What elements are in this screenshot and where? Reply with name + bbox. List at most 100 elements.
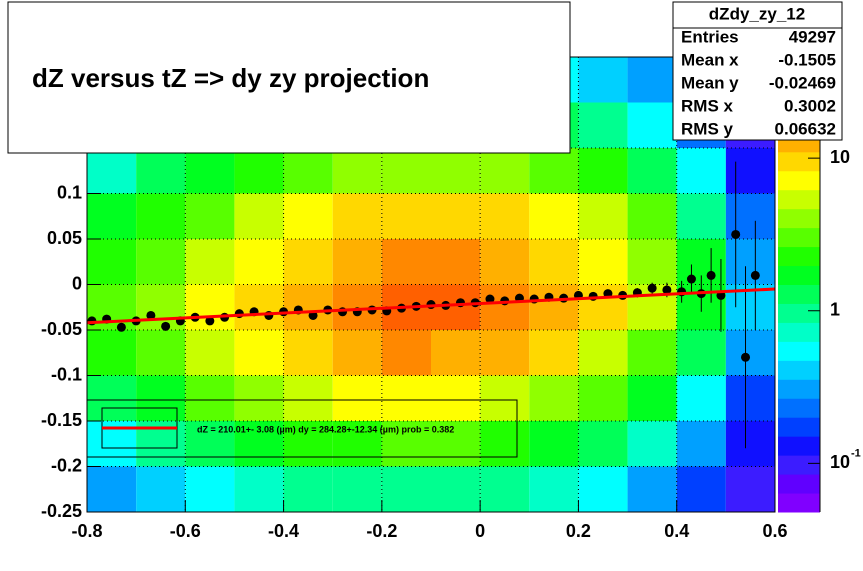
chart-title: dZ versus tZ => dy zy projection bbox=[32, 63, 429, 93]
heatmap-cell bbox=[136, 193, 186, 239]
colorbar-band bbox=[778, 436, 820, 456]
heatmap-cell bbox=[431, 239, 481, 285]
x-tick-label: 0.2 bbox=[566, 521, 591, 541]
heatmap-cell bbox=[627, 193, 677, 239]
heatmap-cell bbox=[381, 148, 431, 194]
y-tick-label: -0.15 bbox=[41, 410, 82, 430]
heatmap-cell bbox=[185, 148, 235, 194]
colorbar-band bbox=[778, 151, 820, 172]
heatmap-cell bbox=[578, 57, 628, 103]
profile-point bbox=[485, 294, 495, 304]
heatmap-cell bbox=[480, 193, 530, 239]
heatmap-cell bbox=[381, 375, 431, 421]
heatmap-cell bbox=[725, 330, 775, 376]
heatmap-cell bbox=[578, 284, 628, 330]
heatmap-cell bbox=[676, 193, 726, 239]
heatmap-cell bbox=[578, 466, 628, 512]
y-tick-label: -0.25 bbox=[41, 501, 82, 521]
x-tick-label: 0 bbox=[475, 521, 485, 541]
colorbar-band bbox=[778, 284, 820, 304]
heatmap-cell bbox=[87, 466, 137, 512]
heatmap-cell bbox=[381, 466, 431, 512]
heatmap-cell bbox=[725, 375, 775, 421]
title-box bbox=[7, 1, 571, 154]
heatmap-cell bbox=[578, 375, 628, 421]
heatmap-cell bbox=[234, 421, 284, 467]
heatmap-cell bbox=[480, 421, 530, 467]
legend-label: dZ = 210.01+- 3.08 (µm) dy = 284.28+-12.… bbox=[197, 424, 454, 434]
heatmap-cell bbox=[185, 239, 235, 285]
profile-point bbox=[750, 270, 760, 280]
fit-line bbox=[86, 287, 776, 325]
heatmap-cell bbox=[627, 148, 677, 194]
heatmap-cell bbox=[578, 239, 628, 285]
heatmap-cell bbox=[332, 239, 382, 285]
heatmap-cell bbox=[529, 239, 579, 285]
colorbar-band bbox=[778, 398, 820, 418]
colorbar-band bbox=[778, 265, 820, 285]
profile-point bbox=[662, 285, 672, 295]
colorbar-band bbox=[778, 455, 820, 475]
heatmap-cell bbox=[676, 375, 726, 421]
colorbar-band bbox=[778, 322, 820, 342]
heatmap-cell bbox=[725, 148, 775, 194]
heatmap-cell bbox=[381, 330, 431, 376]
colorbar-band bbox=[778, 474, 820, 494]
profile-point bbox=[686, 274, 696, 284]
heatmap-cell bbox=[676, 330, 726, 376]
stats-value: 0.06632 bbox=[775, 119, 836, 138]
heatmap-cell bbox=[578, 330, 628, 376]
heatmap-cell bbox=[185, 330, 235, 376]
heatmap-cell bbox=[725, 466, 775, 512]
heatmap-cell bbox=[627, 102, 677, 148]
profile-point bbox=[706, 270, 716, 280]
heatmap-cell bbox=[283, 375, 333, 421]
heatmap-cell bbox=[627, 375, 677, 421]
profile-point bbox=[647, 283, 657, 293]
profile-point bbox=[741, 352, 751, 362]
heatmap-cell bbox=[185, 421, 235, 467]
stats-value: 0.3002 bbox=[784, 96, 836, 115]
heatmap-cell bbox=[136, 239, 186, 285]
heatmap-cell bbox=[87, 239, 137, 285]
heatmap-cell bbox=[431, 466, 481, 512]
stats-box bbox=[672, 1, 843, 141]
heatmap-cell bbox=[431, 193, 481, 239]
heatmap-cell bbox=[627, 330, 677, 376]
heatmap-cell bbox=[234, 148, 284, 194]
colorbar-band bbox=[778, 360, 820, 380]
profile-point bbox=[205, 316, 215, 326]
heatmap-cell bbox=[332, 193, 382, 239]
heatmap-cell bbox=[480, 148, 530, 194]
stats-value: -0.1505 bbox=[778, 50, 836, 69]
stats-value: 49297 bbox=[789, 27, 836, 46]
heatmap-cell bbox=[431, 375, 481, 421]
heatmap-cell bbox=[332, 375, 382, 421]
heatmap-cell bbox=[283, 330, 333, 376]
heatmap-cell bbox=[431, 284, 481, 330]
heatmap-cell bbox=[234, 466, 284, 512]
heatmap-cell bbox=[332, 421, 382, 467]
profile-point bbox=[146, 310, 156, 320]
heatmap-cell bbox=[431, 421, 481, 467]
heatmap-cell bbox=[676, 148, 726, 194]
heatmap-cell bbox=[480, 284, 530, 330]
heatmap-cell bbox=[725, 239, 775, 285]
heatmap-cell bbox=[578, 148, 628, 194]
heatmap-cell bbox=[136, 375, 186, 421]
colorbar-band bbox=[778, 246, 820, 267]
heatmap-cell bbox=[381, 193, 431, 239]
heatmap-cell bbox=[283, 421, 333, 467]
heatmap-cell bbox=[431, 330, 481, 376]
heatmap-cell bbox=[185, 466, 235, 512]
heatmap-cell bbox=[87, 330, 137, 376]
colorbar-band bbox=[778, 189, 820, 210]
heatmap-cell bbox=[283, 193, 333, 239]
heatmap-cell bbox=[431, 148, 481, 194]
heatmap-cell bbox=[234, 330, 284, 376]
heatmap-cell bbox=[725, 421, 775, 467]
heatmap-cell bbox=[480, 375, 530, 421]
colorbar-band bbox=[778, 170, 820, 191]
overlay: dZ versus tZ => dy zy projection dZdy_zy… bbox=[7, 1, 843, 154]
